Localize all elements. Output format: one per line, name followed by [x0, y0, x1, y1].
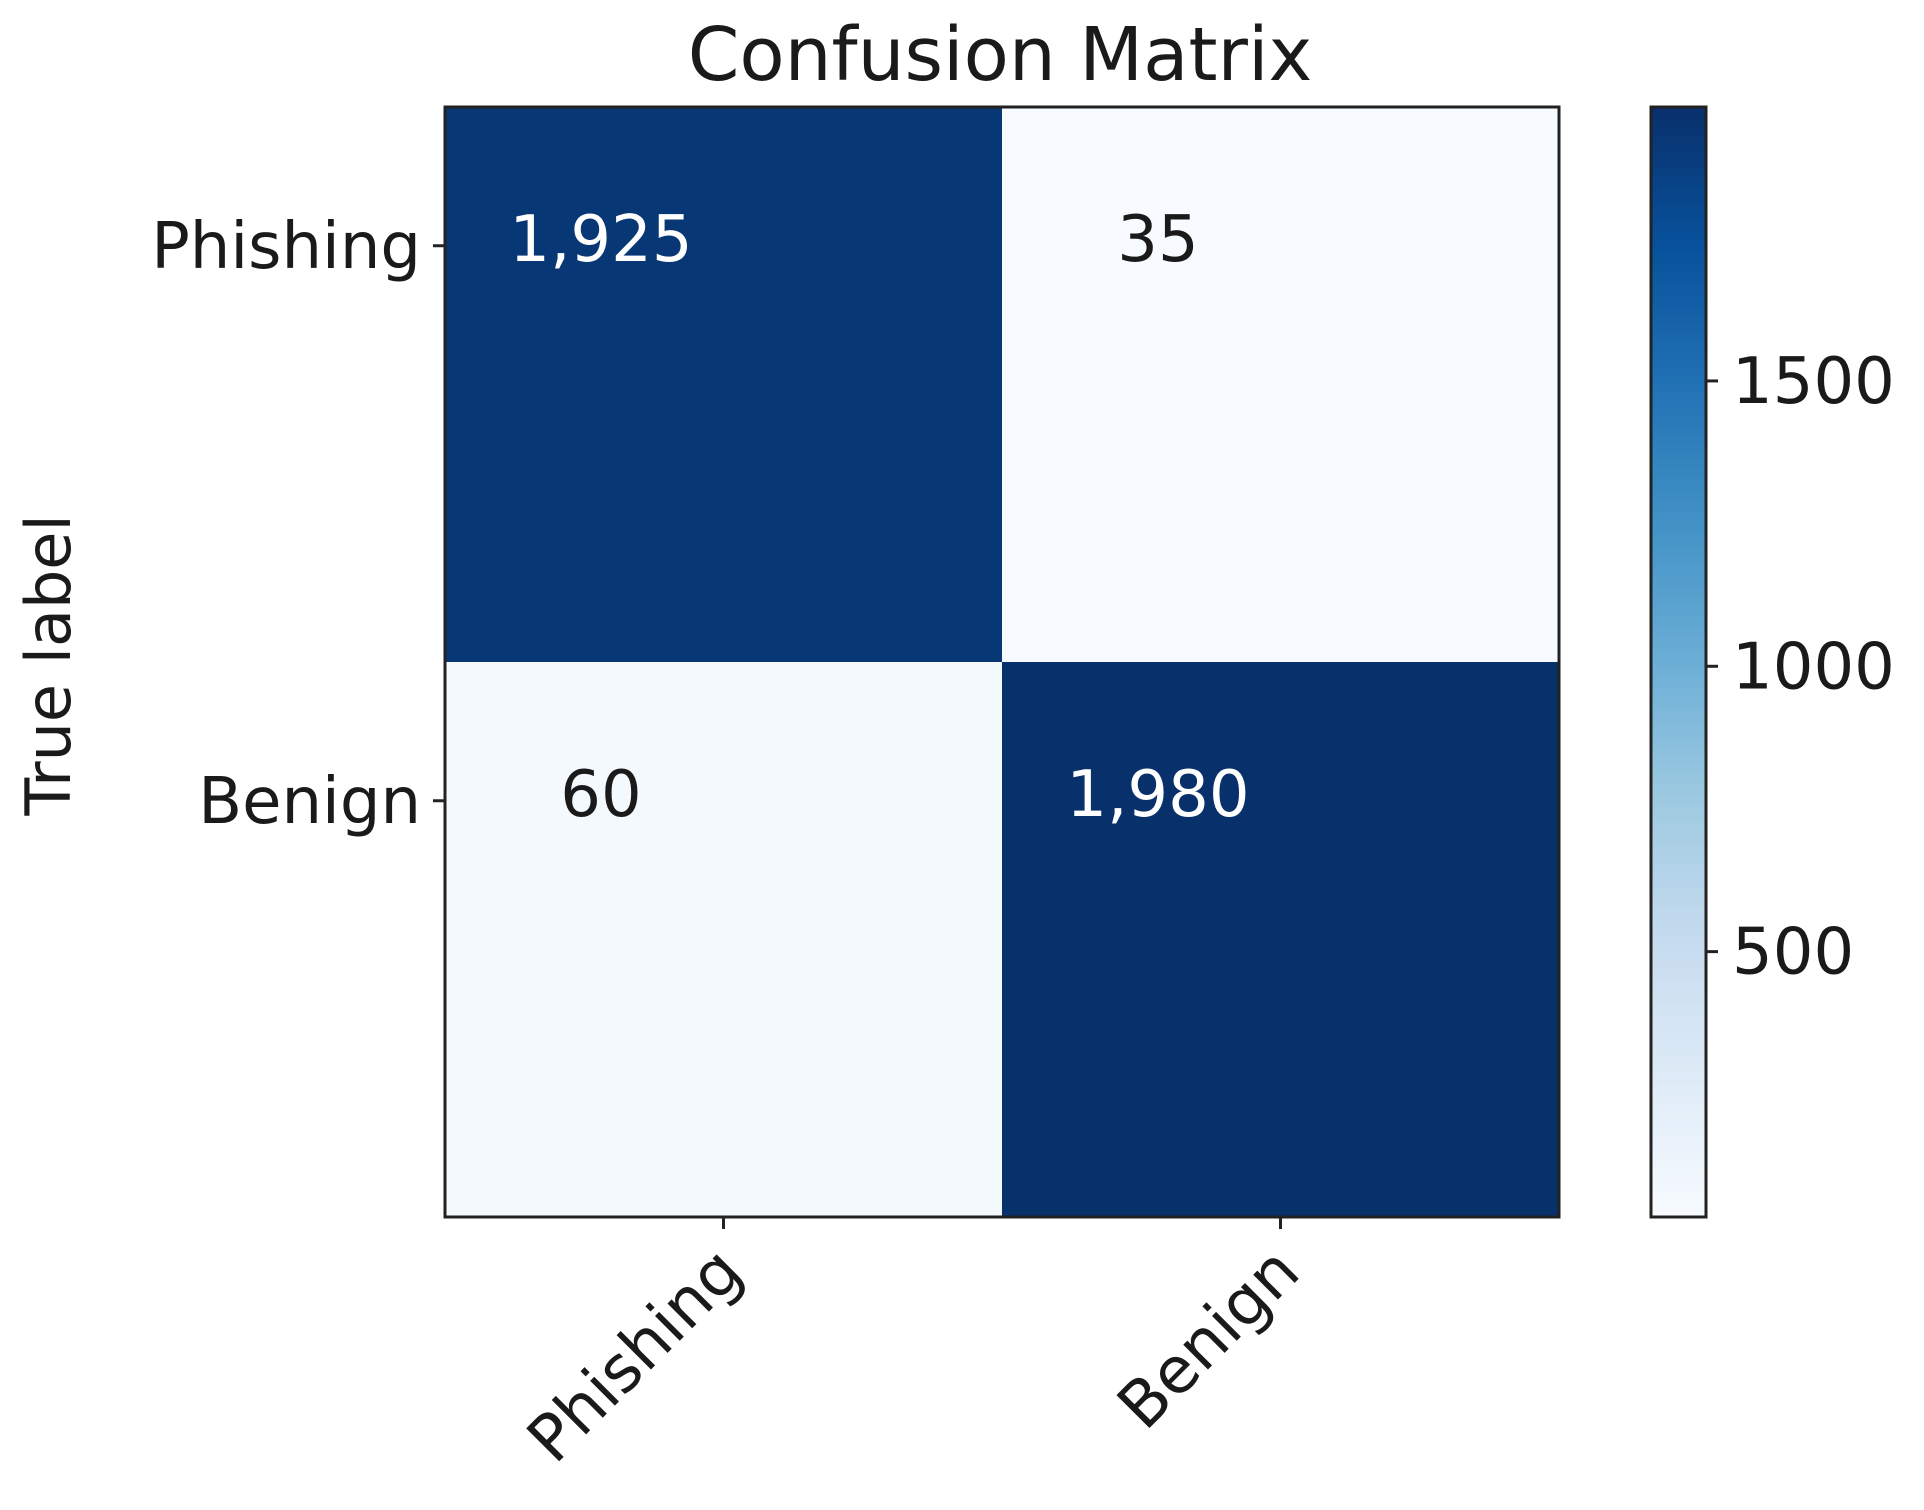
y-axis-ticks: Phishing Benign — [151, 210, 445, 839]
matrix-cell-labels: 1,925 35 60 1,980 — [509, 203, 1249, 832]
cell-0-1 — [1002, 107, 1559, 662]
plot-frame — [443, 105, 1561, 1219]
y-axis-label: True label — [12, 514, 85, 816]
x-tick-label: Phishing — [514, 1234, 757, 1477]
chart-title: Confusion Matrix — [688, 12, 1313, 98]
cell-label-1-0: 60 — [560, 758, 641, 832]
cell-label-0-0: 1,925 — [509, 203, 692, 277]
cell-1-0 — [445, 662, 1002, 1217]
colorbar-tick-label: 1500 — [1732, 345, 1895, 419]
cell-0-0 — [445, 107, 1002, 662]
cell-1-1 — [1002, 662, 1559, 1217]
x-tick-label: Benign — [1104, 1234, 1314, 1444]
colorbar-tick-label: 1000 — [1732, 630, 1895, 704]
cell-label-0-1: 35 — [1117, 203, 1198, 277]
colorbar-tick-label: 500 — [1732, 916, 1854, 990]
cell-label-1-1: 1,980 — [1066, 758, 1249, 832]
y-tick-label: Benign — [198, 765, 421, 839]
y-tick-label: Phishing — [151, 210, 421, 284]
colorbar — [1649, 105, 1708, 1219]
x-axis-ticks: Phishing Benign — [514, 1217, 1314, 1477]
matrix-cells — [445, 107, 1559, 1217]
colorbar-ticks: 500 1000 1500 — [1706, 345, 1895, 990]
